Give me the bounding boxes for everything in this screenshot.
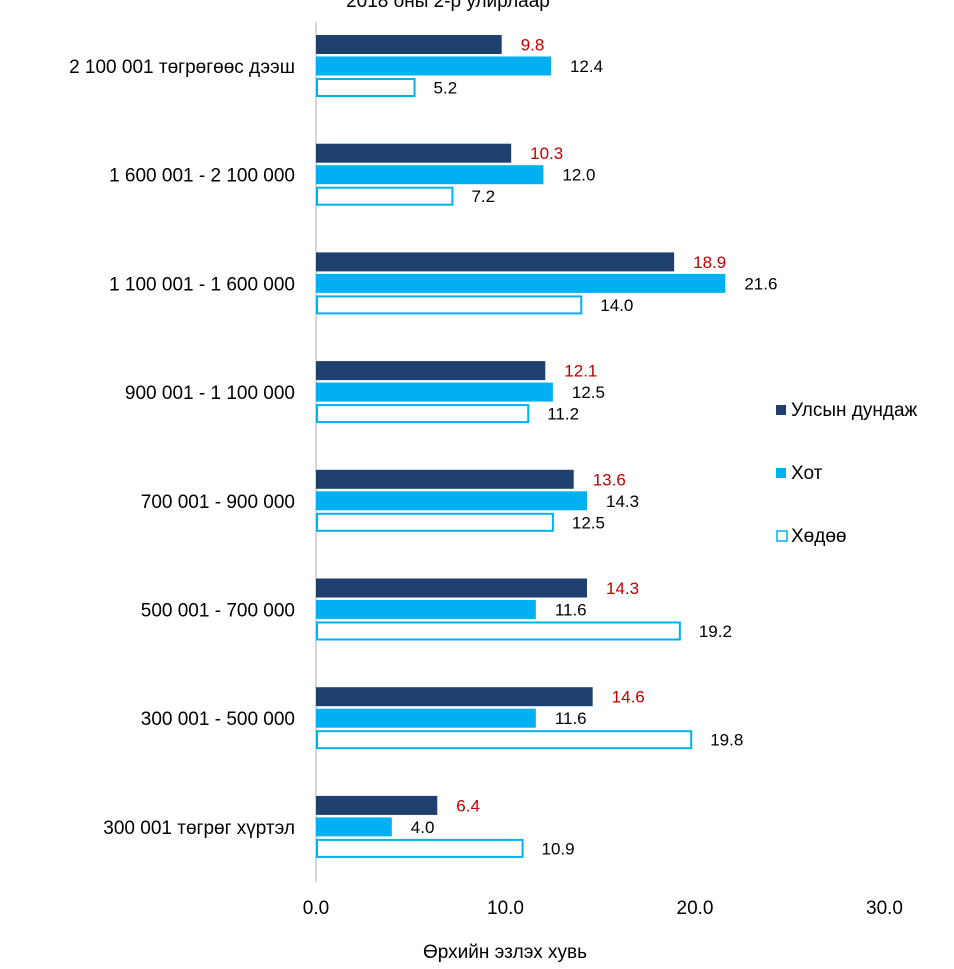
bar [316,404,530,424]
category-label: 2 100 001 төгрөгөөс дээш [69,57,295,78]
data-label: 5.2 [434,79,458,98]
data-label: 14.0 [600,296,633,315]
data-label: 21.6 [744,274,777,293]
bar [316,469,574,489]
bar [316,817,392,837]
bar [316,165,544,185]
bar [316,512,554,532]
bar [316,78,416,97]
bar [316,252,675,272]
data-label: 10.3 [530,144,563,163]
category-label: 300 001 - 500 000 [141,709,295,730]
legend-label: Улсын дундаж [791,400,918,421]
bar [316,795,438,815]
bar [316,186,454,206]
data-label: 10.9 [542,839,575,858]
bar [316,578,587,598]
data-label: 12.1 [564,362,597,381]
data-label: 12.5 [572,513,605,532]
data-label: 4.0 [411,818,435,837]
bar [316,491,587,511]
data-label: 19.2 [699,622,732,641]
category-label: 300 001 төгрөг хүртэл [103,818,295,839]
x-tick-label: 10.0 [487,898,524,919]
x-tick-label: 20.0 [677,898,714,919]
data-label: 13.6 [593,470,626,489]
bar [316,361,546,381]
bar [316,708,536,728]
bar [316,621,681,641]
category-label: 500 001 - 700 000 [141,601,295,622]
category-label: 1 600 001 - 2 100 000 [109,166,295,187]
x-axis-title: Өрхийн эзлэх хувь [423,942,587,963]
data-label: 14.3 [606,579,639,598]
category-label: 1 100 001 - 1 600 000 [109,274,295,295]
bar [316,730,693,750]
data-label: 6.4 [456,796,480,815]
data-label: 11.6 [555,709,587,728]
bar [316,838,524,858]
bar [316,273,726,293]
legend-label: Хөдөө [791,526,846,547]
data-label: 14.6 [612,688,645,707]
bar [316,295,583,315]
data-label: 14.3 [606,492,639,511]
legend-marker [776,530,788,542]
data-label: 18.9 [693,253,726,272]
bar [316,143,512,163]
data-label: 12.0 [562,166,595,185]
data-label: 11.6 [555,601,587,620]
legend-marker [776,405,786,415]
data-label: 12.5 [572,383,605,402]
bar [316,600,536,619]
category-label: 900 001 - 1 100 000 [125,383,295,404]
bar [316,687,593,707]
bar [316,35,502,54]
bar [316,382,553,402]
bar [316,56,551,76]
data-label: 9.8 [521,36,545,55]
x-tick-label: 30.0 [866,898,903,919]
legend-marker [776,468,786,478]
data-label: 11.2 [547,405,579,424]
data-label: 19.8 [710,731,743,750]
data-label: 7.2 [471,187,495,206]
legend-label: Хот [791,463,823,484]
x-tick-label: 0.0 [303,898,329,919]
chart-title: 2018 оны 2-р улирлаар [346,0,550,12]
data-label: 12.4 [570,57,603,76]
category-label: 700 001 - 900 000 [141,492,295,513]
